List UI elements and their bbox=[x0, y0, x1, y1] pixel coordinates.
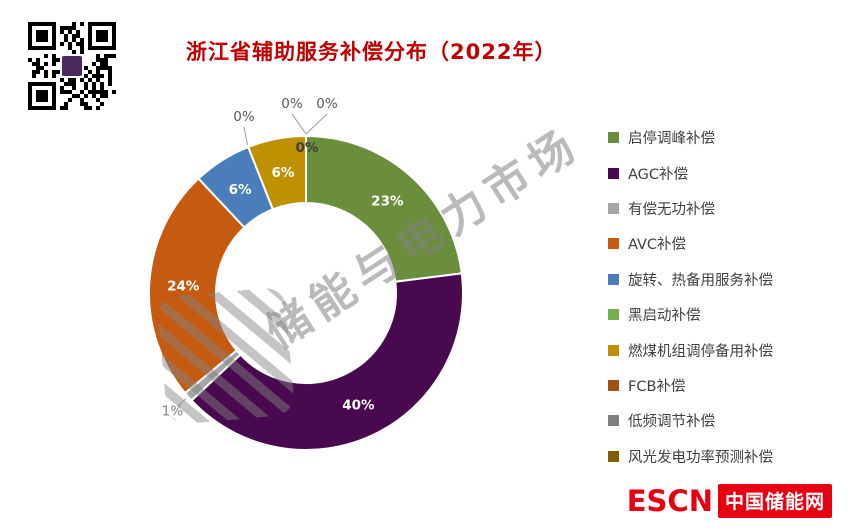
legend-swatch bbox=[608, 132, 619, 144]
chart-legend: 启停调峰补偿 AGC补偿有偿无功补偿 AVC补偿旋转、热备用服务补偿 黑启动补偿燃煤机… bbox=[608, 120, 843, 474]
escn-logo-text: ESCN bbox=[626, 484, 713, 518]
legend-label: 有偿无功补偿 bbox=[628, 201, 715, 218]
slice-label: 0% bbox=[316, 96, 338, 112]
legend-swatch bbox=[608, 202, 619, 214]
legend-item: 有偿无功补偿 bbox=[608, 191, 843, 226]
legend-swatch bbox=[608, 344, 619, 356]
legend-item: 风光发电功率预测补偿 bbox=[608, 439, 843, 474]
slice-label: 6% bbox=[229, 182, 252, 198]
legend-label: 燃煤机组调停备用补偿 bbox=[628, 343, 773, 360]
legend-label: 风光发电功率预测补偿 bbox=[628, 449, 773, 466]
legend-item: AGC补偿 bbox=[608, 155, 843, 190]
chart-title: 浙江省辅助服务补偿分布（2022年） bbox=[186, 40, 557, 64]
legend-swatch bbox=[608, 238, 619, 250]
slice-label: 1% bbox=[162, 404, 184, 420]
slice-label: 0% bbox=[281, 96, 303, 112]
pie-slice bbox=[246, 134, 307, 211]
legend-label: AVC补偿 bbox=[628, 237, 687, 254]
legend-swatch bbox=[608, 309, 619, 321]
pie-slice bbox=[148, 177, 246, 395]
slice-label: 24% bbox=[167, 278, 200, 294]
legend-label: 旋转、热备用服务补偿 bbox=[628, 272, 773, 289]
slice-label: 6% bbox=[271, 165, 294, 181]
legend-label: 低频调节补偿 bbox=[628, 414, 715, 431]
slice-label: 0% bbox=[233, 109, 255, 125]
legend-item: 旋转、热备用服务补偿 bbox=[608, 262, 843, 297]
legend-swatch bbox=[608, 450, 619, 462]
escn-logo: ESCN 中国储能网 bbox=[627, 484, 832, 518]
slice-label: 40% bbox=[342, 397, 375, 413]
legend-label: AGC补偿 bbox=[628, 166, 689, 183]
legend-item: FCB补偿 bbox=[608, 368, 843, 403]
leader-line bbox=[243, 126, 248, 146]
escn-site-badge: 中国储能网 bbox=[717, 484, 832, 518]
pie-slice bbox=[190, 272, 464, 451]
legend-label: 黑启动补偿 bbox=[628, 308, 701, 325]
qr-center-logo bbox=[62, 56, 82, 76]
legend-label: FCB补偿 bbox=[628, 378, 686, 395]
legend-swatch bbox=[608, 167, 619, 179]
leader-line bbox=[291, 113, 307, 135]
slice-label: 23% bbox=[371, 194, 404, 210]
legend-swatch bbox=[608, 379, 619, 391]
legend-item: 启停调峰补偿 bbox=[608, 120, 843, 155]
leader-line bbox=[305, 113, 328, 135]
leader-line bbox=[177, 398, 187, 407]
legend-item: AVC补偿 bbox=[608, 226, 843, 261]
legend-item: 燃煤机组调停备用补偿 bbox=[608, 332, 843, 367]
legend-swatch bbox=[608, 415, 619, 427]
legend-item: 黑启动补偿 bbox=[608, 297, 843, 332]
slice-label: 0% bbox=[296, 140, 319, 156]
legend-label: 启停调峰补偿 bbox=[628, 131, 715, 148]
pie-slice bbox=[305, 134, 463, 283]
legend-item: 低频调节补偿 bbox=[608, 403, 843, 438]
legend-swatch bbox=[608, 273, 619, 285]
qr-code bbox=[28, 22, 116, 110]
